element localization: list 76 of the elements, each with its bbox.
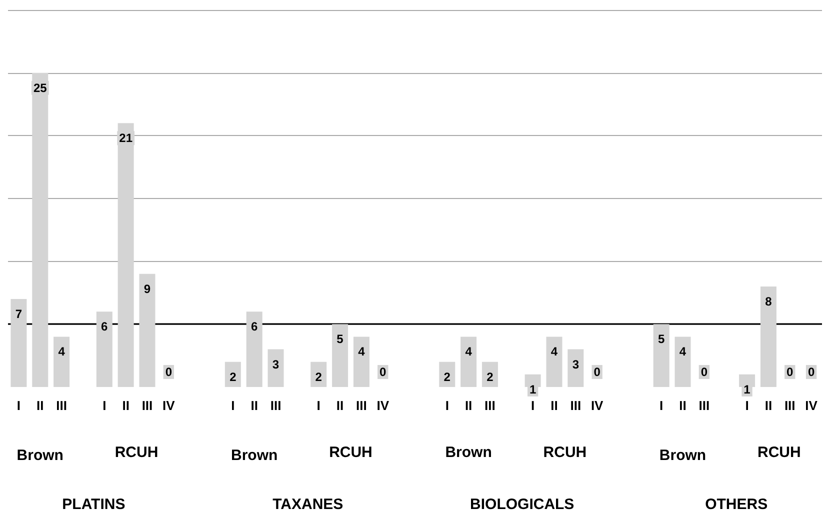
x-tick-label: I — [102, 398, 106, 413]
x-tick-label: III — [270, 398, 282, 413]
text: RCUH — [543, 444, 587, 461]
x-tick-label: II — [336, 398, 344, 413]
bar — [246, 312, 262, 387]
x-tick-label: IV — [805, 398, 818, 413]
x-tick-label: III — [56, 398, 67, 413]
text: TAXANES — [272, 496, 344, 513]
x-tick-label: I — [660, 398, 664, 413]
bar — [118, 123, 134, 387]
bar — [10, 299, 27, 387]
text: OTHERS — [705, 496, 768, 513]
data-label: 1 — [529, 382, 536, 396]
text: PLATINS — [62, 496, 126, 513]
text: Brown — [16, 447, 64, 464]
data-label: 4 — [465, 344, 472, 359]
x-tick-label: I — [445, 398, 449, 413]
text: Brown — [231, 447, 278, 464]
data-label: 2 — [315, 370, 322, 384]
data-label: 2 — [444, 370, 451, 384]
x-tick-label: III — [142, 398, 153, 413]
x-tick-label: I — [316, 398, 320, 413]
x-tick-label: II — [36, 398, 44, 413]
x-tick-label: I — [745, 398, 749, 413]
bar — [32, 72, 48, 387]
x-tick-label: III — [484, 398, 496, 413]
data-label: 4 — [58, 344, 66, 359]
data-label: 4 — [550, 344, 558, 359]
text: Brown — [445, 444, 492, 461]
x-tick-label: III — [570, 398, 582, 413]
data-label: 1 — [744, 382, 751, 396]
data-label: 9 — [144, 282, 151, 296]
data-label: 0 — [380, 365, 387, 379]
data-label: 2 — [230, 370, 237, 384]
data-label: 7 — [15, 307, 22, 322]
x-tick-label: IV — [162, 398, 176, 413]
x-tick-label: IV — [590, 398, 604, 413]
data-label: 4 — [358, 344, 366, 359]
text: RCUH — [114, 444, 158, 461]
x-tick-label: II — [464, 398, 472, 413]
x-tick-label: I — [531, 398, 535, 413]
bar — [653, 324, 670, 387]
x-tick-label: III — [356, 398, 367, 413]
data-label: 4 — [679, 344, 686, 359]
data-label: 25 — [33, 80, 48, 95]
text: Brown — [659, 447, 706, 464]
text: RCUH — [329, 444, 372, 461]
data-label: 3 — [272, 357, 280, 372]
x-tick-label: II — [550, 398, 558, 413]
x-tick-label: II — [679, 398, 686, 413]
bar — [96, 312, 112, 387]
data-label: 0 — [594, 365, 601, 379]
data-label: 5 — [658, 332, 665, 346]
data-label: 21 — [119, 131, 133, 146]
data-label: 6 — [251, 320, 258, 334]
x-tick-label: II — [764, 398, 772, 413]
data-label: 0 — [700, 365, 708, 379]
x-tick-label: I — [231, 398, 235, 413]
x-tick-label: III — [698, 398, 710, 413]
bar — [760, 286, 776, 387]
bar — [139, 274, 156, 387]
data-label: 0 — [786, 365, 794, 379]
x-tick-label: I — [16, 398, 21, 413]
text: RCUH — [757, 444, 801, 461]
x-tick-label: III — [784, 398, 796, 413]
x-tick-label: IV — [376, 398, 390, 413]
x-tick-label: II — [250, 398, 258, 413]
data-label: 5 — [336, 332, 344, 346]
data-label: 2 — [486, 370, 494, 384]
text: BIOLOGICALS — [470, 496, 574, 513]
data-label: 8 — [765, 294, 772, 308]
data-label: 6 — [101, 320, 108, 334]
x-tick-label: II — [122, 398, 130, 413]
data-label: 0 — [165, 365, 172, 379]
data-label: 3 — [572, 357, 580, 372]
data-label: 0 — [808, 365, 815, 379]
